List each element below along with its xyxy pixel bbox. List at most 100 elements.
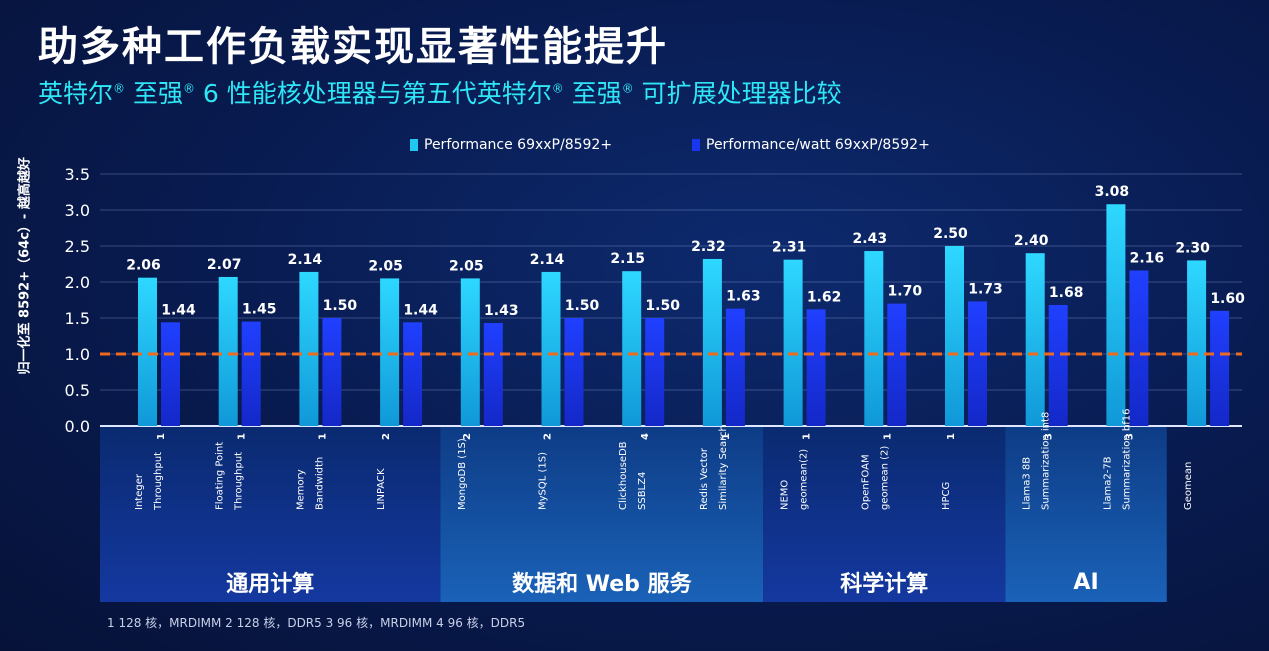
data-label-performance-per-watt: 1.50 [645,298,680,314]
x-tick-label: HPCG 1 [941,433,957,510]
bar-performance-per-watt [806,309,826,426]
bar-performance-per-watt [483,323,503,426]
x-tick-label-line1: Floating Point [215,442,226,510]
x-tick-label-line1: Geomean [1183,462,1194,510]
data-label-performance-per-watt: 1.63 [726,289,761,305]
y-tick-label: 1.0 [65,345,90,364]
subtitle-text: 至强 [125,79,183,108]
footnote-marker: 4 [640,433,651,440]
chart-legend: Performance 69xxP/8592+ Performance/watt… [0,137,1269,157]
legend-label-performance: Performance 69xxP/8592+ [424,137,613,153]
x-tick-label-line2: Summarization int8 [1041,412,1052,510]
data-label-performance: 2.40 [1014,233,1049,249]
x-tick-label: LINPACK 2 [376,433,392,510]
footnote-marker: 1 [946,433,957,440]
bar-performance-per-watt [1129,270,1149,426]
y-tick-label: 3.0 [65,201,90,220]
data-label-performance: 2.50 [933,226,968,242]
data-label-performance-per-watt: 1.68 [1049,285,1084,301]
data-label-performance-per-watt: 1.44 [161,302,196,318]
bar-performance [783,259,803,426]
bar-performance-per-watt [241,321,261,426]
footnote-marker: 2 [462,433,473,440]
x-tick-label-line2: Bandwidth [314,457,325,510]
x-tick-label-line1: MongoDB (1S) [457,438,468,510]
bar-performance-per-watt [403,322,423,426]
footnote-marker: 2 [381,433,392,440]
bar-performance [1106,204,1126,426]
y-tick-label: 3.5 [65,165,90,184]
x-tick-label-line2: Summarization bf16 [1121,409,1132,511]
legend-swatch-performance-per-watt [692,139,700,151]
registered-mark: ® [113,81,126,96]
bar-performance [460,278,480,426]
x-tick-label-line1: OpenFOAM [860,454,871,510]
data-label-performance-per-watt: 1.44 [403,302,438,318]
data-label-performance: 2.14 [288,252,323,268]
legend-item-performance-per-watt: Performance/watt 69xxP/8592+ [692,137,930,153]
subtitle-text: 6 性能核处理器与第五代英特尔 [194,79,552,108]
group-band [100,426,441,602]
x-tick-label: Memory Bandwidth 1 [295,433,328,510]
x-tick-label-line2: Throughput [153,452,164,511]
x-tick-label-line1: Redis Vector [699,447,710,510]
bar-performance [299,271,319,426]
x-tick-label: Floating Point Throughput 1 [215,433,248,511]
data-label-performance: 3.08 [1095,184,1130,200]
bar-performance [541,271,561,426]
bar-performance-per-watt [322,318,342,426]
data-label-performance-per-watt: 1.62 [807,289,842,305]
bar-performance-per-watt [1048,305,1068,426]
bar-performance-per-watt [1210,310,1230,426]
y-tick-label: 2.5 [65,237,90,256]
data-label-performance-per-watt: 1.50 [565,298,600,314]
footnote-marker: 1 [721,433,732,440]
bar-performance [1025,253,1045,426]
registered-mark: ® [621,81,634,96]
x-tick-label-line2: geomean (2) [879,446,890,510]
data-label-performance: 2.05 [449,258,484,274]
data-label-performance-per-watt: 1.43 [484,303,519,319]
x-tick-label: MongoDB (1S)2 [457,433,473,510]
data-label-performance: 2.31 [772,240,807,256]
bar-performance [702,258,722,426]
x-tick-label: MySQL (1S) 2 [538,433,554,510]
legend-item-performance: Performance 69xxP/8592+ [410,137,612,153]
data-label-performance: 2.14 [530,252,565,268]
footnote-marker: 2 [543,433,554,440]
x-tick-label: Geomean [1183,462,1194,510]
x-tick-label: OpenFOAM geomean (2) 1 [860,433,893,510]
bar-performance-per-watt [645,318,665,426]
bar-performance [864,251,884,426]
bar-performance-per-watt [564,318,584,426]
x-tick-label: ClickhouseDB SSBLZ4 4 [618,433,651,510]
data-label-performance: 2.30 [1175,240,1210,256]
data-label-performance: 2.05 [368,258,403,274]
y-tick-label: 1.5 [65,309,90,328]
x-tick-label: Integer Throughput 1 [134,433,167,511]
x-tick-label-line1: ClickhouseDB [618,441,629,510]
data-label-performance-per-watt: 1.73 [968,281,1003,297]
group-label: 通用计算 [226,572,315,597]
bar-performance-per-watt [968,301,987,426]
x-tick-label-line1: Integer [134,473,145,510]
bar-performance-per-watt [887,303,907,426]
footnote-marker: 1 [882,433,893,440]
subtitle-text: 可扩展处理器比较 [633,79,842,108]
y-tick-label: 2.0 [65,273,90,292]
bar-performance [138,277,157,426]
bar-performance [218,276,238,426]
data-label-performance: 2.43 [853,231,888,247]
registered-mark: ® [182,81,195,96]
x-tick-label-line1: Memory [295,469,306,510]
x-tick-label-line2: SSBLZ4 [637,472,648,510]
group-band [763,426,1006,602]
subtitle-text: 至强 [563,79,622,108]
bar-performance [945,246,964,426]
page-subtitle: 英特尔® 至强® 6 性能核处理器与第五代英特尔® 至强® 可扩展处理器比较 [38,74,842,110]
group-label: 科学计算 [840,572,929,597]
x-tick-label-line1: Llama3 8B [1022,457,1033,510]
